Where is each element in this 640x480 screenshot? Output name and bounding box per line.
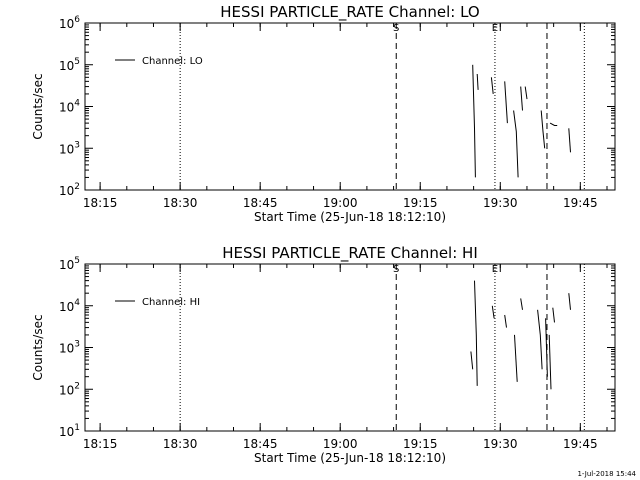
x-tick-label: 19:45 [563,437,598,451]
series-segment [537,309,543,370]
x-tick-label: 19:00 [323,437,358,451]
series-segment [490,77,494,94]
x-tick-label: 19:15 [403,437,438,451]
y-tick-label: 102 [59,381,80,397]
legend-label: Channel: LO [142,56,203,67]
series-segment [476,73,479,90]
x-tick-label: 18:15 [83,196,118,210]
y-tick-label: 104 [59,99,80,115]
chart-title: HESSI PARTICLE_RATE Channel: HI [222,244,478,263]
series-segment [491,305,495,319]
series-segment [470,351,474,370]
series-segment [540,110,546,149]
x-tick-label: 18:45 [243,196,278,210]
plot-timestamp: 1-Jul-2018 15:44 [577,470,636,478]
y-tick-label: 105 [59,256,80,272]
x-tick-label: 18:30 [163,437,198,451]
series-segment [524,86,528,100]
legend-label: Channel: HI [142,297,200,308]
x-tick-label: 19:15 [403,196,438,210]
plot-frame [84,22,616,191]
y-tick-label: 104 [59,298,80,314]
series-segment [548,334,552,390]
plot-frame [84,263,616,432]
y-tick-label: 103 [59,340,80,356]
x-tick-label: 19:45 [563,196,598,210]
series-segment [472,64,476,178]
series-segment [568,128,571,153]
x-tick-label: 18:45 [243,437,278,451]
x-tick-label: 19:00 [323,196,358,210]
series-segment [474,280,478,386]
series-segment [513,110,519,178]
chart-panel-1: HESSI PARTICLE_RATE Channel: LO 18:15 18:3… [31,3,616,224]
time-marker-label: S [393,264,399,275]
series-segment [504,314,507,328]
x-tick-label: 19:30 [483,196,518,210]
chart-panel-2: HESSI PARTICLE_RATE Channel: HI 18:15 18:3… [31,244,616,465]
series-segment [504,81,508,124]
chart-title: HESSI PARTICLE_RATE Channel: LO [220,3,479,22]
series-segment [549,122,558,126]
series-segment [552,307,555,323]
series-segment [520,298,523,310]
series-segment [520,86,523,111]
y-tick-label: 103 [59,140,80,156]
time-marker-label: E [492,23,498,34]
y-tick-label: 106 [59,15,80,31]
time-marker-label: S [393,23,399,34]
y-axis-label: Counts/sec [31,73,45,139]
x-tick-label: 18:15 [83,437,118,451]
series-segment [514,334,518,382]
y-tick-label: 101 [59,423,80,439]
y-axis-label: Counts/sec [31,314,45,380]
series-segment [568,293,571,310]
x-tick-label: 19:30 [483,437,518,451]
x-axis-label: Start Time (25-Jun-18 18:12:10) [254,210,446,224]
x-tick-label: 18:30 [163,196,198,210]
y-tick-label: 102 [59,182,80,198]
time-marker-label: E [492,264,498,275]
x-axis-label: Start Time (25-Jun-18 18:12:10) [254,451,446,465]
y-tick-label: 105 [59,57,80,73]
series-segment [545,318,548,377]
